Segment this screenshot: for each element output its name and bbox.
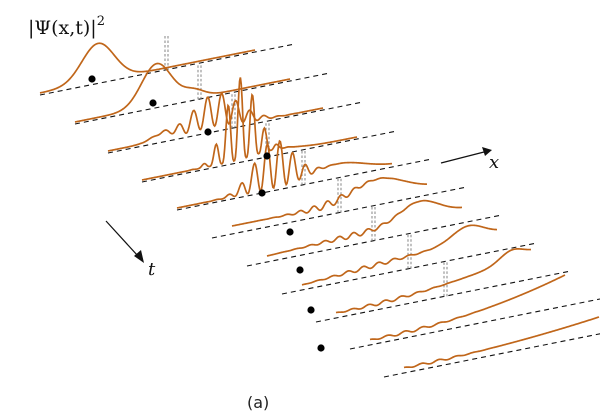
baseline-8 (315, 270, 572, 323)
baseline-5 (211, 186, 468, 239)
t-direction-arrow (105, 220, 139, 257)
classical-position-marker-7 (307, 306, 315, 314)
classical-position-marker-2 (204, 128, 212, 136)
wave-curve-7 (301, 224, 498, 286)
baseline-2 (107, 101, 364, 154)
wave-curve-2 (107, 92, 324, 152)
classical-position-marker-4 (258, 189, 266, 197)
x-direction-arrow (440, 151, 485, 164)
baseline-7 (281, 242, 538, 295)
wave-curve-10 (403, 316, 600, 369)
classical-position-marker-3 (263, 152, 271, 160)
wave-curve-4 (176, 139, 393, 209)
wave-curve-9 (369, 274, 566, 341)
t-arrowhead-icon (134, 250, 144, 263)
wave-curve-1 (74, 62, 291, 123)
baseline-10 (383, 333, 600, 378)
classical-position-marker-6 (296, 266, 304, 274)
markers-group (88, 75, 325, 352)
baseline-9 (349, 298, 600, 350)
y-axis-exponent: 2 (97, 14, 105, 29)
baseline-1 (74, 72, 331, 125)
curves-group (39, 42, 600, 369)
classical-position-marker-5 (286, 228, 294, 236)
wave-curve-0 (39, 42, 256, 94)
classical-position-marker-8 (317, 344, 325, 352)
t-axis-label: t (148, 259, 156, 280)
wave-curve-6 (266, 199, 463, 257)
baseline-4 (176, 158, 433, 211)
y-axis-label: |Ψ(x,t)|2 (28, 14, 105, 39)
x-arrowhead-icon (482, 147, 492, 156)
wave-curve-8 (335, 248, 532, 314)
wave-curve-5 (231, 177, 428, 227)
wave-curve-3 (141, 77, 358, 181)
x-axis-label: x (489, 152, 499, 173)
figure-caption: (a) (247, 393, 269, 412)
classical-position-marker-0 (88, 75, 96, 83)
baseline-6 (246, 214, 503, 267)
classical-position-marker-1 (149, 99, 157, 107)
